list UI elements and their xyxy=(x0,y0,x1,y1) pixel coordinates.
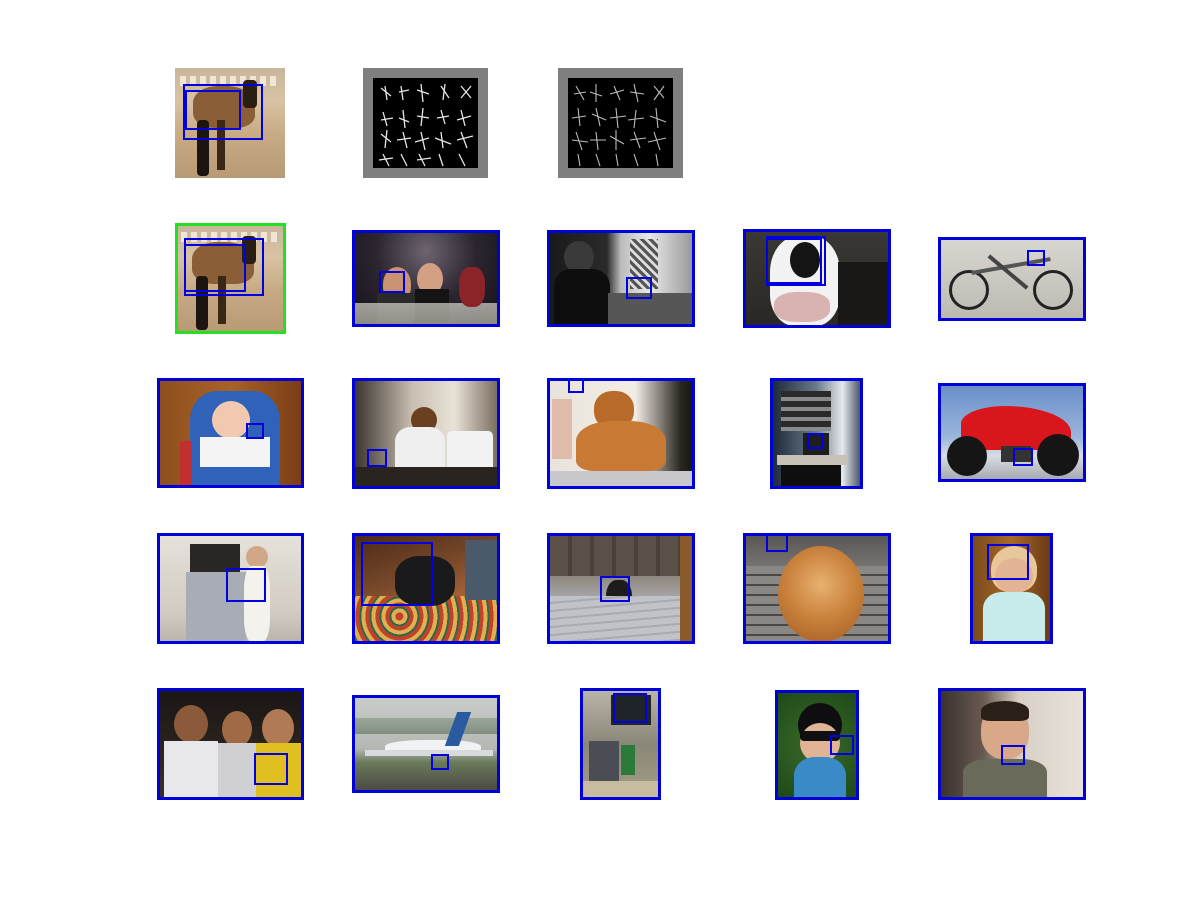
hog-template-2 xyxy=(558,68,683,178)
pomeranian-image xyxy=(743,533,891,644)
woman-sunglasses-image xyxy=(775,690,859,800)
bounding-box xyxy=(379,271,405,293)
bounding-box xyxy=(613,693,647,723)
man-portrait-image xyxy=(938,688,1086,800)
outdoor-junk-photo xyxy=(583,691,658,797)
child-fridge-photo xyxy=(160,536,301,641)
dog-rug-photo xyxy=(355,536,497,641)
cow-face-image xyxy=(743,229,891,328)
bicycle-photo xyxy=(941,240,1083,318)
dinner-party-image xyxy=(352,230,500,327)
dinner-party-photo xyxy=(355,233,497,324)
pomeranian-photo xyxy=(746,536,888,641)
boy-computer-photo xyxy=(355,381,497,486)
woman-room-photo xyxy=(550,233,692,324)
cow-photo xyxy=(746,232,888,325)
baby-highchair-image xyxy=(157,378,304,488)
outdoor-junk-image xyxy=(580,688,661,800)
bounding-box xyxy=(830,735,854,755)
bounding-box xyxy=(766,238,822,284)
woman-sunglasses-photo xyxy=(778,693,856,797)
hog-gradient-glyphs xyxy=(571,83,667,167)
motorcycle-photo xyxy=(941,386,1083,479)
three-men-image xyxy=(157,688,304,800)
bounding-box xyxy=(600,576,630,602)
three-men-photo xyxy=(160,691,301,797)
child-at-fridge-image xyxy=(157,533,304,644)
bounding-box xyxy=(183,84,263,140)
woman-portrait-image xyxy=(970,533,1053,644)
bounding-box xyxy=(626,277,652,299)
boy-at-computer-image xyxy=(352,378,500,489)
bounding-box xyxy=(1001,745,1025,765)
bounding-box xyxy=(185,90,241,130)
woman-portrait-photo xyxy=(973,536,1050,641)
golden-retriever-image xyxy=(547,378,695,489)
airplane-image xyxy=(352,695,500,793)
bounding-box xyxy=(184,244,246,292)
horse-photo xyxy=(175,68,285,178)
bounding-box xyxy=(987,544,1029,580)
airplane-photo xyxy=(355,698,497,790)
hog-template-1 xyxy=(363,68,488,178)
dog-in-hallway-image xyxy=(547,533,695,644)
desk-photo xyxy=(773,381,860,486)
bounding-box xyxy=(226,568,266,602)
bounding-box xyxy=(431,754,449,770)
bounding-box xyxy=(246,423,264,439)
bounding-box xyxy=(766,534,788,552)
bounding-box xyxy=(1013,448,1033,466)
red-motorcycle-image xyxy=(938,383,1086,482)
query-horse-image xyxy=(175,223,286,334)
bounding-box xyxy=(254,753,288,785)
man-portrait-photo xyxy=(941,691,1083,797)
woman-in-room-image xyxy=(547,230,695,327)
horse-photo xyxy=(178,226,283,331)
bounding-box xyxy=(361,542,433,606)
bicycle-image xyxy=(938,237,1086,321)
exemplar-horse-image xyxy=(175,68,285,178)
computer-desk-image xyxy=(770,378,863,489)
dog-photo xyxy=(550,381,692,486)
bounding-box xyxy=(807,433,823,449)
hallway-photo xyxy=(550,536,692,641)
bounding-box xyxy=(367,449,387,467)
hog-gradient-glyphs xyxy=(378,83,474,167)
bounding-box xyxy=(1027,250,1045,266)
baby-photo xyxy=(160,381,301,485)
bounding-box xyxy=(568,379,584,393)
dog-on-rug-image xyxy=(352,533,500,644)
